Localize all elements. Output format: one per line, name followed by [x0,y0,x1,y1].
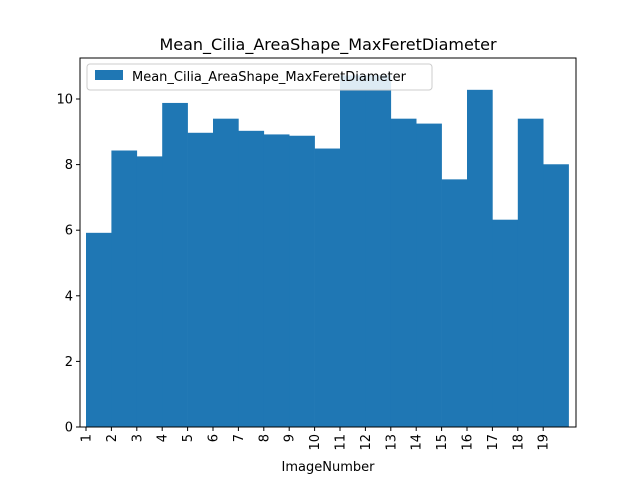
y-tick-label-6: 6 [65,224,73,239]
x-tick-label-4: 4 [156,434,171,442]
x-tick-label-13: 13 [384,434,399,451]
x-ticks-group: 1 2 3 4 5 6 7 8 9 10 11 12 13 14 15 16 17 18 19 [80,427,552,451]
x-tick-label-8: 8 [257,434,272,442]
bar-13 [390,118,417,428]
x-tick-label-7: 7 [232,434,247,442]
x-tick-label-9: 9 [283,434,298,442]
bars-group [86,75,569,428]
x-tick-label-2: 2 [105,434,120,442]
bar-5 [187,132,214,427]
y-tick-label-8: 8 [65,158,73,173]
y-tick-label-0: 0 [65,421,73,436]
x-tick-label-1: 1 [80,434,95,442]
bar-10 [314,148,341,427]
bar-1 [86,232,112,427]
bar-2 [111,150,138,427]
x-tick-label-16: 16 [461,434,476,451]
bar-9 [289,135,315,428]
x-axis-label: ImageNumber [282,460,376,475]
bar-15 [441,179,468,427]
x-tick-label-5: 5 [181,434,196,442]
chart-title: Mean_Cilia_AreaShape_MaxFeretDiameter [159,35,497,55]
x-tick-label-15: 15 [435,434,450,451]
x-tick-label-18: 18 [511,434,526,451]
bar-19 [543,164,569,427]
x-tick-label-17: 17 [486,434,501,451]
legend-frame [86,63,433,91]
x-tick-label-12: 12 [359,434,374,451]
bar-14 [416,123,442,427]
bar-11 [340,75,366,427]
y-ticks-group: 0 2 4 6 8 10 [56,93,80,436]
x-tick-label-3: 3 [130,434,145,442]
x-tick-label-19: 19 [537,434,552,451]
x-tick-label-10: 10 [308,434,323,451]
axes-group [79,57,577,428]
bar-3 [136,156,163,427]
legend-swatch [95,70,123,80]
x-tick-label-14: 14 [410,434,425,451]
bar-17 [492,219,519,427]
bar-18 [517,118,544,428]
bar-16 [467,89,493,427]
bar-4 [162,102,188,427]
legend: Mean_Cilia_AreaShape_MaxFeretDiameter [86,63,433,91]
axes-frame [79,57,577,428]
y-tick-label-4: 4 [65,289,73,304]
bar-6 [213,118,239,428]
bar-12 [365,75,392,427]
legend-label: Mean_Cilia_AreaShape_MaxFeretDiameter [132,70,407,85]
x-tick-label-11: 11 [334,434,349,451]
y-tick-label-2: 2 [65,355,73,370]
bar-8 [263,134,290,428]
x-tick-label-6: 6 [207,434,222,442]
y-tick-label-10: 10 [56,93,73,108]
bar-7 [238,130,265,427]
